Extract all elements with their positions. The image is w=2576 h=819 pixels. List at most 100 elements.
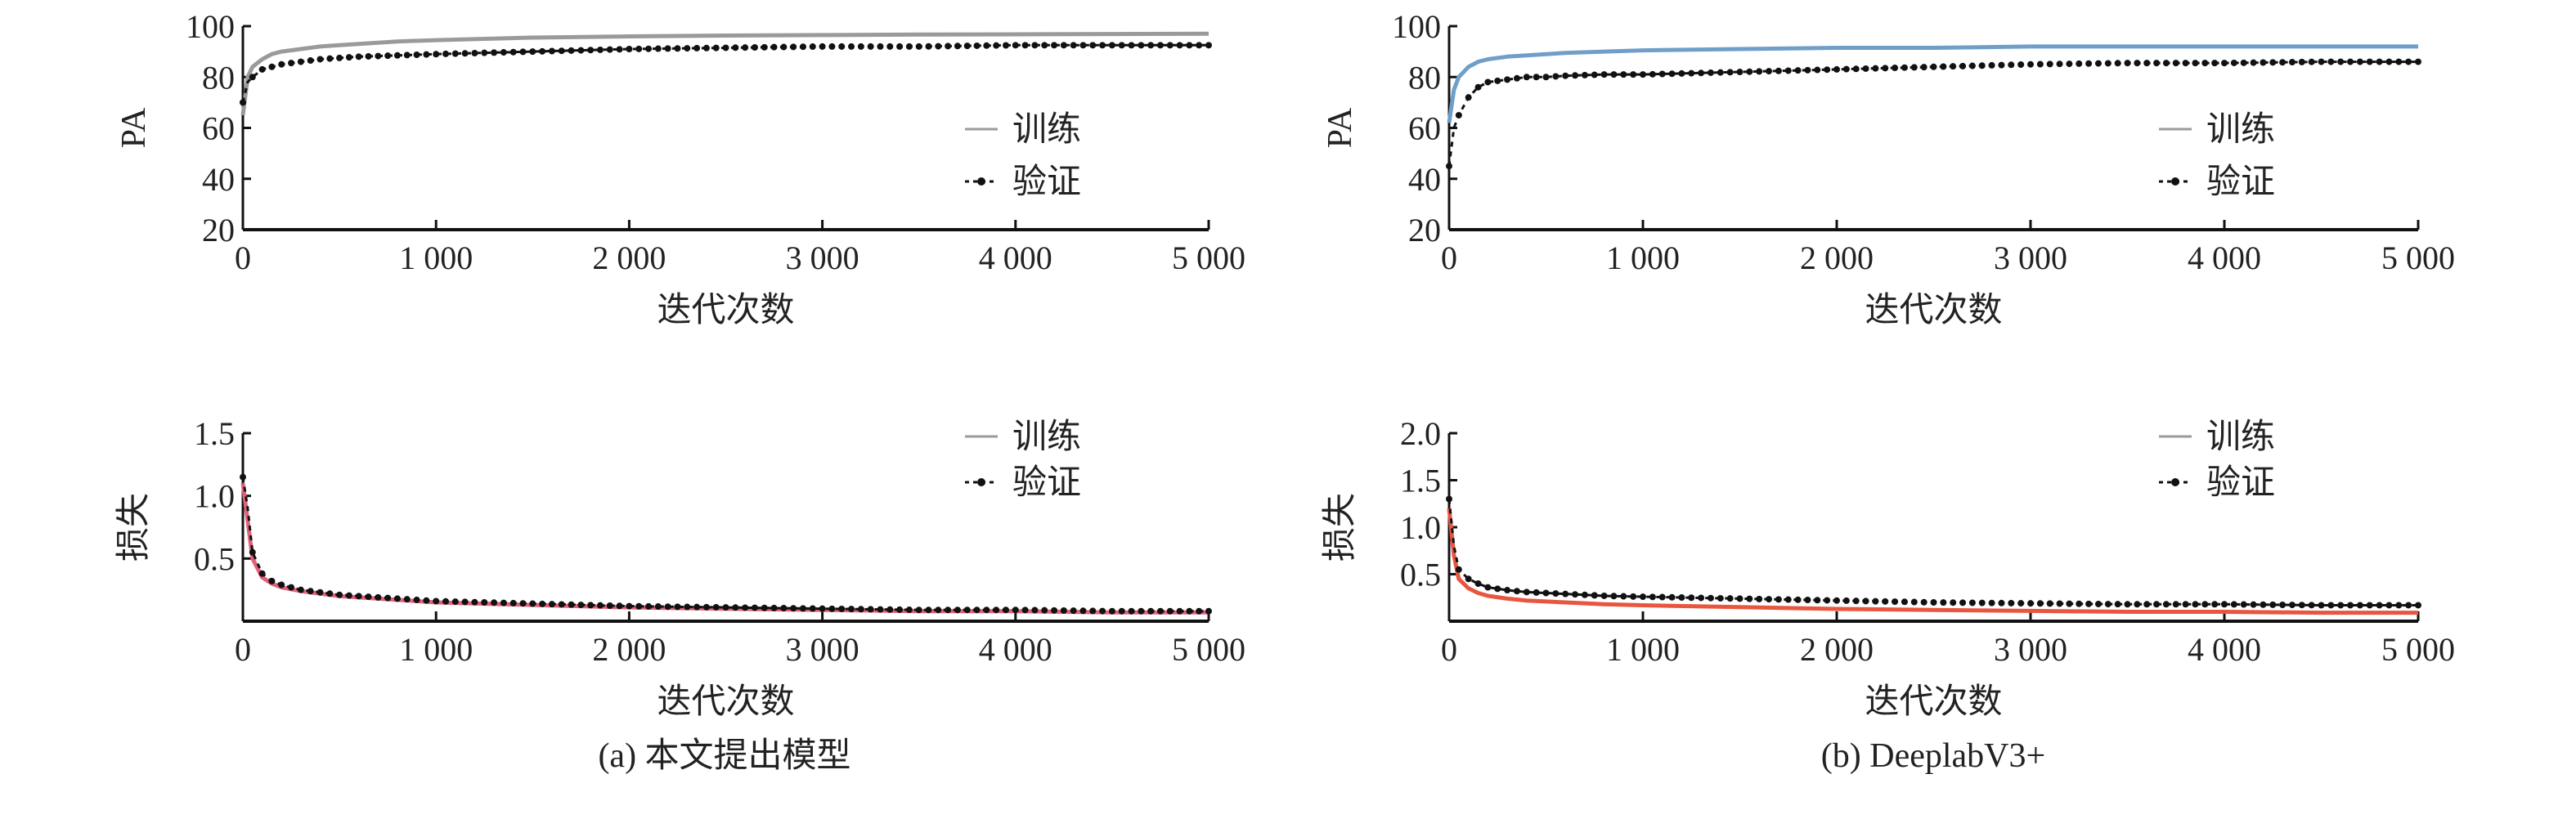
val-marker [684, 603, 691, 611]
val-marker [877, 606, 884, 613]
val-marker [693, 44, 701, 51]
val-marker [857, 606, 864, 613]
val-marker [2221, 60, 2228, 67]
x-tick-label: 0 [235, 631, 251, 668]
val-marker [1474, 580, 1482, 587]
val-marker [491, 49, 498, 56]
x-tick-label: 4 000 [2188, 631, 2261, 668]
val-marker [1581, 591, 1588, 598]
val-marker [471, 49, 478, 56]
val-marker [1455, 111, 1462, 119]
val-marker [1494, 77, 1501, 84]
val-marker [1640, 71, 1646, 78]
val-marker [963, 606, 971, 614]
val-marker [2027, 60, 2034, 68]
legend-label: 验证 [1012, 463, 1081, 502]
series-line-val [1447, 499, 2418, 606]
val-marker [2134, 601, 2141, 608]
val-marker [1726, 595, 1734, 602]
val-marker [1166, 42, 1174, 49]
val-marker [355, 53, 362, 60]
val-marker [809, 605, 816, 612]
val-marker [1950, 63, 1957, 70]
val-marker [761, 604, 768, 611]
val-marker [568, 601, 575, 608]
val-marker [451, 50, 459, 57]
val-marker [587, 602, 595, 609]
val-marker [2211, 60, 2219, 67]
val-marker [1872, 597, 1879, 605]
val-marker [712, 44, 720, 51]
val-marker [491, 599, 498, 606]
val-marker [645, 602, 653, 610]
y-tick-label: 0.5 [194, 540, 235, 577]
val-marker [1901, 598, 1908, 606]
val-marker [1775, 67, 1782, 74]
chart-a-pa: 0 1 000 2 000 3 000 4 000 5 000 20 40 60 80 100 迭代次… [115, 8, 1245, 329]
val-marker [751, 43, 758, 51]
val-marker [2385, 58, 2393, 65]
val-marker [2192, 601, 2199, 608]
val-marker [2318, 602, 2325, 609]
val-marker [2162, 60, 2170, 67]
val-marker [886, 43, 894, 50]
val-marker [326, 590, 334, 597]
x-tick-label: 4 000 [979, 239, 1052, 276]
series-line-train [240, 31, 1209, 116]
val-marker [1562, 590, 1569, 597]
val-marker [1920, 598, 1928, 606]
val-marker [1176, 607, 1183, 615]
legend-marker-val [2171, 478, 2179, 486]
x-tick-label: 5 000 [1172, 631, 1245, 668]
val-marker [375, 52, 382, 60]
val-marker [674, 45, 681, 52]
val-marker [712, 603, 720, 611]
val-marker [1205, 607, 1212, 615]
val-marker [1465, 575, 1472, 583]
val-marker [819, 605, 826, 612]
val-marker [742, 604, 749, 611]
val-marker [954, 43, 961, 50]
val-marker [249, 74, 256, 81]
val-marker [838, 43, 846, 50]
val-marker [278, 581, 285, 589]
val-marker [2298, 58, 2305, 65]
val-marker [384, 594, 392, 602]
val-marker [1968, 599, 1976, 606]
val-marker [326, 55, 334, 62]
val-marker [1852, 597, 1860, 605]
val-marker [1756, 68, 1763, 75]
val-marker [1862, 597, 1869, 605]
val-marker [1533, 589, 1540, 596]
y-axis-label: PA [115, 107, 153, 149]
val-marker [693, 603, 701, 611]
val-marker [2279, 601, 2287, 608]
val-marker [1688, 594, 1695, 602]
val-marker [915, 43, 922, 50]
caption-b: (b) DeeplabV3+ [1821, 737, 2045, 775]
val-marker [240, 473, 246, 481]
y-tick-label: 1.0 [1400, 509, 1441, 546]
val-marker [1079, 607, 1087, 615]
val-marker [761, 43, 768, 51]
val-marker [1610, 71, 1618, 78]
legend-label: 训练 [2206, 110, 2275, 149]
val-marker [2153, 60, 2161, 67]
y-axis-label: 损失 [1322, 493, 1359, 562]
val-marker [1842, 597, 1850, 604]
val-marker [1542, 74, 1550, 81]
val-marker [1533, 74, 1540, 81]
val-marker [983, 42, 990, 49]
val-marker [2327, 602, 2335, 609]
y-tick-label: 2.0 [1400, 415, 1441, 452]
val-marker [1060, 606, 1067, 614]
val-marker [393, 595, 401, 602]
val-marker [1474, 83, 1482, 91]
val-marker [2260, 59, 2267, 66]
val-marker [1988, 61, 1995, 69]
val-marker [1988, 599, 1995, 606]
y-tick-label: 40 [202, 161, 235, 198]
val-marker [809, 43, 816, 51]
val-marker [297, 58, 304, 65]
val-marker [616, 602, 623, 610]
